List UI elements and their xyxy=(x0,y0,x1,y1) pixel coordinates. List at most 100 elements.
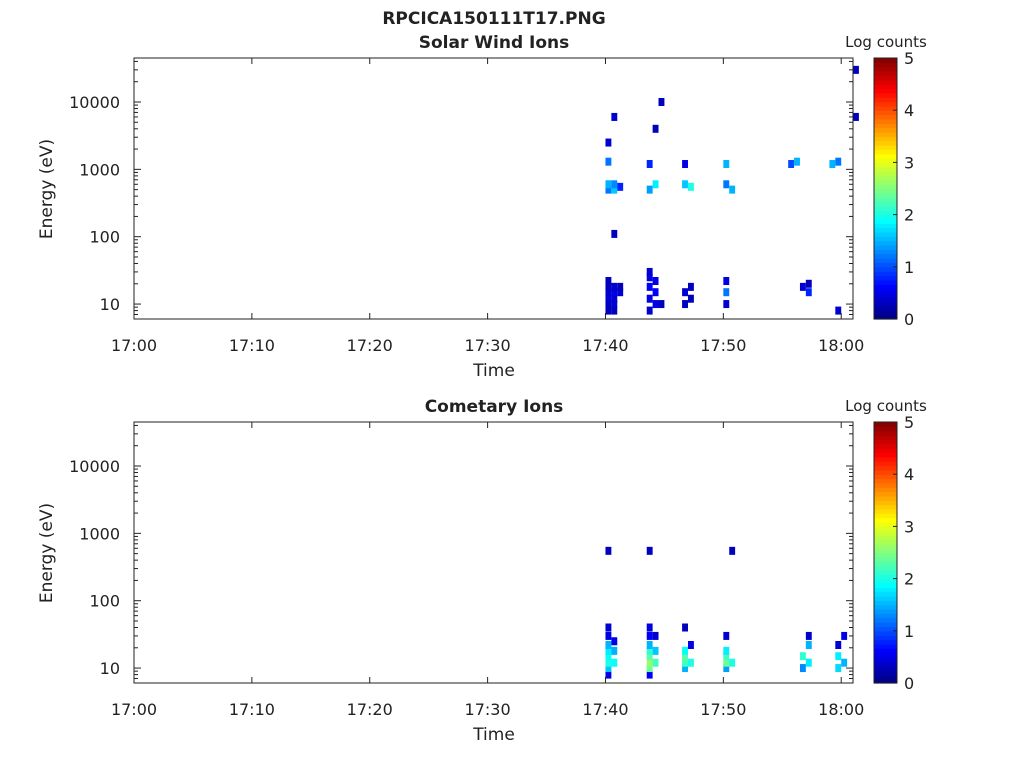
colorbar-segment xyxy=(874,58,897,63)
heatmap-cell xyxy=(605,288,612,297)
heatmap-cell xyxy=(687,282,694,291)
colorbar-segment xyxy=(874,171,897,177)
colorbar-segment xyxy=(874,236,897,242)
colorbar-segment xyxy=(874,192,897,198)
y-tick-label: 100 xyxy=(89,592,120,611)
colorbar-segment xyxy=(874,465,897,471)
heatmap-cell xyxy=(605,640,612,649)
solar-wind-panel: Solar Wind Ions Time Energy (eV) Log cou… xyxy=(37,33,927,381)
heatmap-cell xyxy=(605,300,612,309)
x-tick-label: 17:10 xyxy=(229,700,275,719)
heatmap-cell xyxy=(646,546,653,555)
heatmap-cell xyxy=(835,306,842,315)
heatmap-cell xyxy=(682,180,688,189)
heatmap-cell xyxy=(646,658,653,667)
colorbar-tick-label: 5 xyxy=(904,49,914,68)
colorbar-segment xyxy=(874,648,897,654)
y-tick-label: 10000 xyxy=(69,457,120,476)
colorbar-segment xyxy=(874,118,897,124)
colorbar-segment xyxy=(874,258,897,264)
heatmap-cell xyxy=(723,646,730,655)
colorbar-segment xyxy=(874,665,897,671)
heatmap-cell xyxy=(853,112,859,121)
heatmap-cell xyxy=(646,631,653,640)
colorbar-segment xyxy=(874,101,897,107)
heatmap-cell xyxy=(835,664,842,673)
x-tick-label: 17:10 xyxy=(229,336,275,355)
colorbar-segment xyxy=(874,652,897,658)
solar-wind-colorbar-label: Log counts xyxy=(845,33,927,51)
colorbar-segment xyxy=(874,284,897,290)
colorbar-segment xyxy=(874,197,897,203)
heatmap-cell xyxy=(805,658,812,667)
colorbar-tick-label: 4 xyxy=(904,101,914,120)
heatmap-cell xyxy=(835,652,842,661)
heatmap-cell xyxy=(682,646,688,655)
colorbar-segment xyxy=(874,279,897,285)
colorbar-segment xyxy=(874,491,897,497)
heatmap-cell xyxy=(853,65,859,74)
y-tick-label: 1000 xyxy=(79,524,120,543)
colorbar-segment xyxy=(874,430,897,436)
colorbar-segment xyxy=(874,123,897,129)
heatmap-cell xyxy=(605,276,612,285)
heatmap-cell xyxy=(605,658,612,667)
colorbar-segment xyxy=(874,153,897,159)
colorbar-segment xyxy=(874,301,897,307)
colorbar-segment xyxy=(874,630,897,636)
y-tick-label: 1000 xyxy=(79,160,120,179)
colorbar-segment xyxy=(874,88,897,94)
colorbar-segment xyxy=(874,71,897,76)
colorbar-segment xyxy=(874,288,897,294)
colorbar-segment xyxy=(874,456,897,462)
heatmap-cell xyxy=(605,282,612,291)
heatmap-cell xyxy=(617,282,624,291)
colorbar-segment xyxy=(874,79,897,85)
heatmap-cell xyxy=(687,640,694,649)
heatmap-cell xyxy=(658,300,665,309)
heatmap-cell xyxy=(646,646,653,655)
heatmap-cell xyxy=(682,623,688,632)
heatmap-cell xyxy=(646,670,653,679)
heatmap-cell xyxy=(841,631,848,640)
heatmap-cell xyxy=(611,294,618,303)
colorbar-segment xyxy=(874,495,897,501)
colorbar-segment xyxy=(874,166,897,172)
y-tick-label: 10 xyxy=(100,295,120,314)
colorbar-segment xyxy=(874,469,897,475)
colorbar-segment xyxy=(874,604,897,610)
heatmap-cell xyxy=(682,300,688,309)
colorbar-segment xyxy=(874,271,897,277)
colorbar-segment xyxy=(874,201,897,207)
colorbar-segment xyxy=(874,678,897,684)
colorbar-tick-label: 3 xyxy=(904,517,914,536)
colorbar-segment xyxy=(874,179,897,185)
y-tick-label: 100 xyxy=(89,228,120,247)
colorbar-segment xyxy=(874,661,897,667)
heatmap-cell xyxy=(729,658,736,667)
heatmap-cell xyxy=(646,185,653,194)
heatmap-cell xyxy=(605,138,612,147)
colorbar-tick-label: 1 xyxy=(904,258,914,277)
colorbar-segment xyxy=(874,504,897,510)
heatmap-cell xyxy=(646,623,653,632)
colorbar-segment xyxy=(874,448,897,454)
colorbar-segment xyxy=(874,184,897,190)
heatmap-cell xyxy=(605,646,612,655)
colorbar-segment xyxy=(874,669,897,675)
heatmap-cell xyxy=(646,294,653,303)
heatmap-cell xyxy=(682,658,688,667)
colorbar-segment xyxy=(874,84,897,90)
heatmap-cell xyxy=(611,637,618,646)
heatmap-cell xyxy=(799,282,806,291)
colorbar-segment xyxy=(874,622,897,628)
x-tick-label: 17:40 xyxy=(582,336,628,355)
colorbar-segment xyxy=(874,92,897,98)
heatmap-cell xyxy=(617,288,624,297)
heatmap-cell xyxy=(611,180,618,189)
colorbar-segment xyxy=(874,639,897,645)
heatmap-cell xyxy=(646,640,653,649)
heatmap-cell xyxy=(682,652,688,661)
colorbar-segment xyxy=(874,439,897,445)
